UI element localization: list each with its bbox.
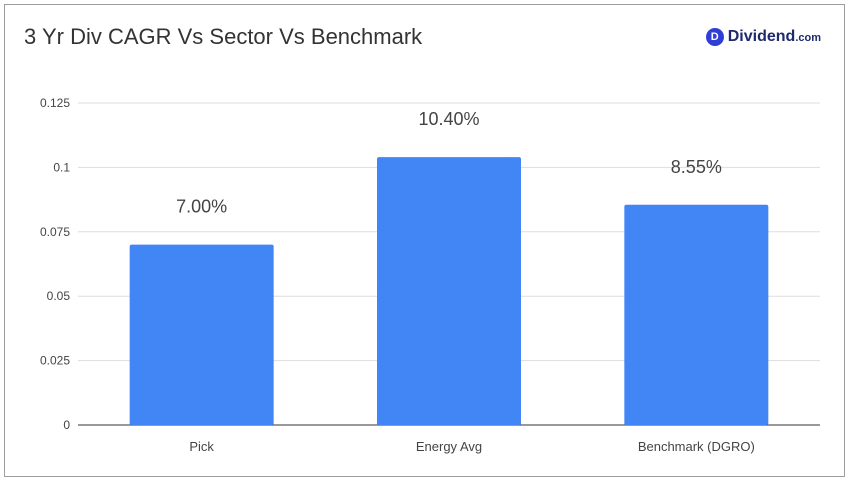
- bar: [129, 244, 274, 425]
- bar-layer: [129, 157, 769, 425]
- logo-name: Dividend: [727, 28, 796, 45]
- data-label: 7.00%: [176, 197, 227, 217]
- dividend-logo: D Dividend.com: [705, 28, 821, 46]
- y-tick-label: 0.125: [40, 96, 70, 110]
- x-tick-label: Benchmark (DGRO): [638, 439, 755, 454]
- dividend-logo-icon: D: [705, 28, 724, 46]
- data-label: 8.55%: [671, 157, 722, 177]
- data-label: 10.40%: [418, 109, 479, 129]
- y-tick-label: 0.075: [40, 225, 70, 239]
- y-tick-label: 0.1: [53, 160, 70, 174]
- y-tick-label: 0: [63, 418, 70, 432]
- logo-suffix: .com: [795, 32, 821, 44]
- y-tick-label: 0.025: [40, 354, 70, 368]
- chart-title: 3 Yr Div CAGR Vs Sector Vs Benchmark: [24, 24, 423, 49]
- bar: [377, 157, 521, 425]
- x-tick-label: Energy Avg: [416, 439, 482, 454]
- y-tick-label: 0.05: [47, 289, 71, 303]
- label-layer: 0 0.025 0.05 0.075 0.1 0.125 7.00% Pick 10.40% En…: [40, 96, 755, 454]
- bar: [624, 204, 769, 425]
- dividend-logo-text: Dividend.com: [728, 28, 821, 46]
- x-tick-label: Pick: [189, 439, 214, 454]
